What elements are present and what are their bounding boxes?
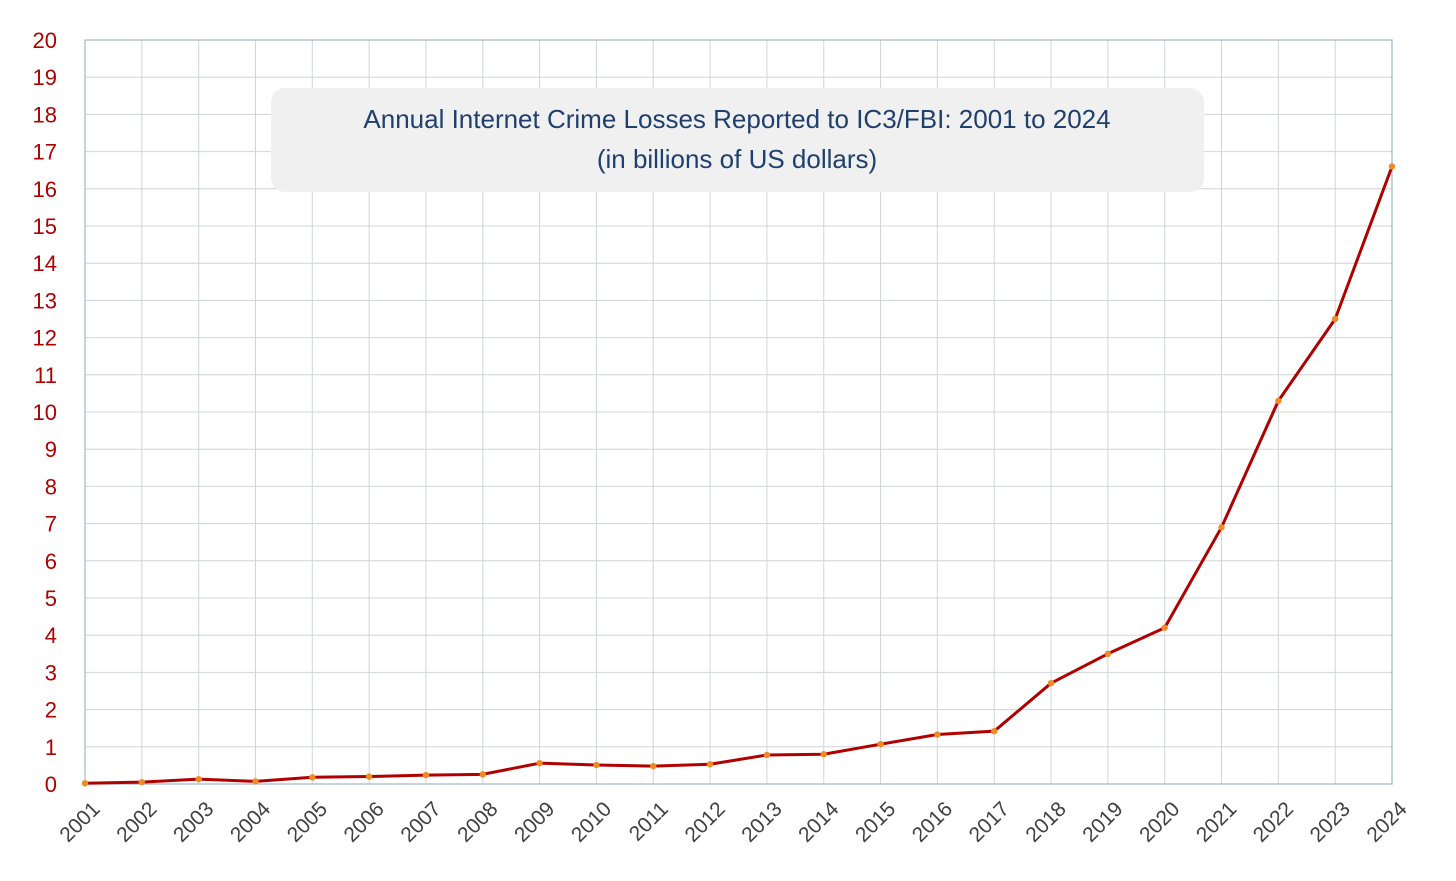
data-point	[309, 774, 316, 781]
x-tick-label: 2024	[1362, 797, 1412, 847]
y-tick-label: 4	[45, 623, 57, 648]
y-tick-label: 12	[33, 326, 57, 351]
data-point	[706, 761, 714, 768]
x-tick-label: 2011	[625, 797, 673, 845]
data-point	[1388, 163, 1396, 170]
x-tick-label: 2010	[567, 797, 616, 846]
data-point	[991, 727, 998, 735]
x-tick-label: 2012	[681, 797, 730, 846]
y-tick-label: 10	[33, 400, 57, 425]
x-axis: 2001 2002 2003 2004 2005 2006 2007 2008 2009 2010…	[55, 797, 1412, 847]
data-point	[365, 773, 373, 780]
x-tick-label: 2023	[1306, 797, 1355, 846]
x-tick-label: 2017	[965, 797, 1014, 846]
y-tick-label: 8	[45, 474, 57, 499]
x-tick-label: 2007	[396, 797, 445, 846]
data-point	[820, 751, 827, 758]
x-tick-label: 2003	[169, 797, 218, 846]
y-tick-label: 2	[45, 698, 57, 723]
data-point	[1218, 524, 1225, 531]
y-tick-label: 16	[33, 177, 57, 202]
x-tick-label: 2018	[1021, 797, 1070, 846]
data-point	[422, 771, 430, 779]
data-point	[1275, 397, 1282, 405]
data-point	[536, 759, 543, 767]
data-point	[1047, 679, 1055, 687]
x-tick-label: 2022	[1249, 797, 1298, 846]
y-tick-label: 13	[33, 288, 57, 313]
plot-frame	[84, 39, 1393, 785]
title-background	[271, 88, 1204, 192]
x-tick-label: 2005	[283, 797, 332, 846]
series-line-path	[84, 165, 1394, 785]
y-tick-label: 3	[45, 660, 57, 685]
y-tick-label: 9	[45, 437, 57, 462]
chart-title: Annual Internet Crime Losses Reported to…	[363, 104, 1110, 134]
data-point	[138, 778, 146, 786]
data-point	[650, 762, 657, 770]
chart-title-box: Annual Internet Crime Losses Reported to…	[271, 88, 1204, 192]
data-point	[195, 775, 202, 783]
y-tick-label: 11	[34, 363, 57, 388]
y-tick-label: 14	[33, 251, 57, 276]
y-tick-label: 7	[45, 512, 57, 537]
series-markers	[81, 163, 1396, 787]
data-point	[1161, 624, 1168, 631]
data-point	[81, 780, 89, 787]
data-point	[877, 740, 884, 748]
series-line	[84, 165, 1394, 785]
x-tick-label: 2002	[112, 797, 161, 846]
data-point	[763, 751, 771, 759]
y-tick-label: 5	[45, 586, 57, 611]
y-tick-label: 17	[33, 140, 57, 165]
y-tick-label: 6	[45, 549, 57, 574]
y-tick-label: 20	[33, 28, 57, 53]
x-tick-label: 2014	[794, 797, 844, 847]
x-tick-label: 2009	[510, 797, 559, 846]
data-point	[479, 771, 486, 778]
x-tick-label: 2008	[453, 797, 502, 846]
x-tick-label: 2006	[340, 797, 389, 846]
x-tick-label: 2021	[1192, 797, 1241, 846]
data-point	[934, 731, 941, 738]
data-point	[1104, 650, 1112, 657]
x-tick-label: 2016	[908, 797, 957, 846]
y-tick-label: 1	[45, 735, 57, 760]
y-tick-label: 18	[33, 102, 57, 127]
y-tick-label: 19	[33, 65, 57, 90]
x-tick-label: 2001	[55, 797, 104, 846]
x-tick-label: 2013	[737, 797, 786, 846]
x-tick-label: 2020	[1135, 797, 1184, 846]
x-tick-label: 2004	[226, 797, 276, 847]
y-tick-label: 0	[45, 772, 57, 797]
y-tick-label: 15	[33, 214, 57, 239]
data-point	[593, 761, 600, 769]
chart-subtitle: (in billions of US dollars)	[597, 144, 877, 174]
data-point	[1331, 315, 1339, 323]
x-tick-label: 2015	[851, 797, 900, 846]
x-tick-label: 2019	[1078, 797, 1127, 846]
data-point	[252, 778, 259, 785]
